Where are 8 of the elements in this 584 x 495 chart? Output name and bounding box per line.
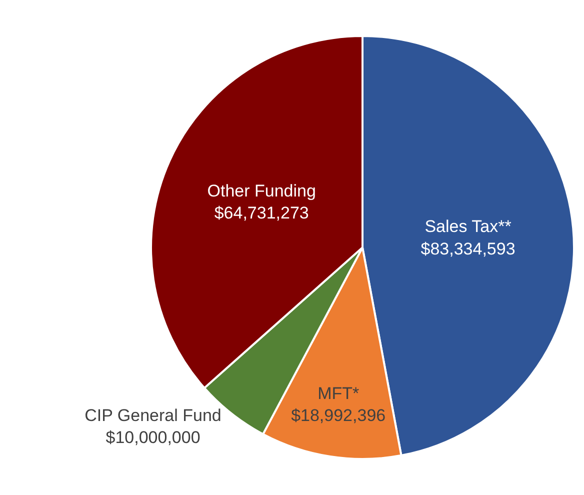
slice-label: MFT*: [318, 384, 360, 404]
data-label: $64,731,273: [214, 204, 309, 223]
slice-label: CIP General Fund: [84, 406, 222, 425]
data-label: $83,334,593: [420, 239, 516, 258]
data-label: $18,992,396: [291, 406, 386, 426]
data-label: $10,000,000: [106, 428, 200, 447]
slice-label: Other Funding: [207, 182, 316, 201]
slice-label: Sales Tax**: [424, 217, 512, 236]
